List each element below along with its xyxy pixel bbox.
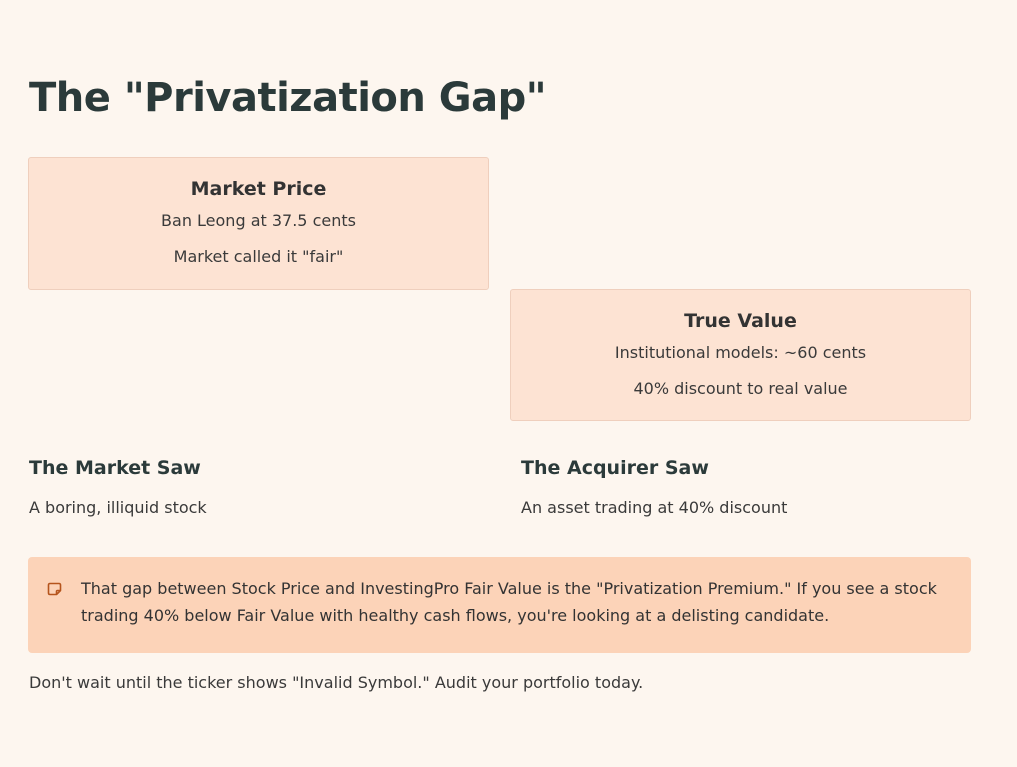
page-title: The "Privatization Gap" <box>29 75 547 121</box>
market-saw-column: The Market Saw A boring, illiquid stock <box>29 455 499 519</box>
acquirer-saw-column: The Acquirer Saw An asset trading at 40%… <box>521 455 991 519</box>
privatization-premium-callout: That gap between Stock Price and Investi… <box>28 557 971 653</box>
true-value-line-1: Institutional models: ~60 cents <box>614 343 867 362</box>
note-icon <box>47 581 63 597</box>
market-price-title: Market Price <box>190 178 327 200</box>
market-price-line-2: Market called it "fair" <box>173 247 344 266</box>
call-to-action-text: Don't wait until the ticker shows "Inval… <box>29 673 644 692</box>
acquirer-saw-heading: The Acquirer Saw <box>521 457 709 479</box>
market-price-card: Market Price Ban Leong at 37.5 cents Mar… <box>28 157 489 290</box>
market-saw-heading: The Market Saw <box>29 457 201 479</box>
callout-text: That gap between Stock Price and Investi… <box>81 579 937 625</box>
true-value-title: True Value <box>684 310 797 332</box>
acquirer-saw-text: An asset trading at 40% discount <box>521 498 788 517</box>
market-saw-text: A boring, illiquid stock <box>29 498 207 517</box>
true-value-line-2: 40% discount to real value <box>633 379 848 398</box>
market-price-line-1: Ban Leong at 37.5 cents <box>161 211 356 230</box>
true-value-card: True Value Institutional models: ~60 cen… <box>510 289 971 421</box>
